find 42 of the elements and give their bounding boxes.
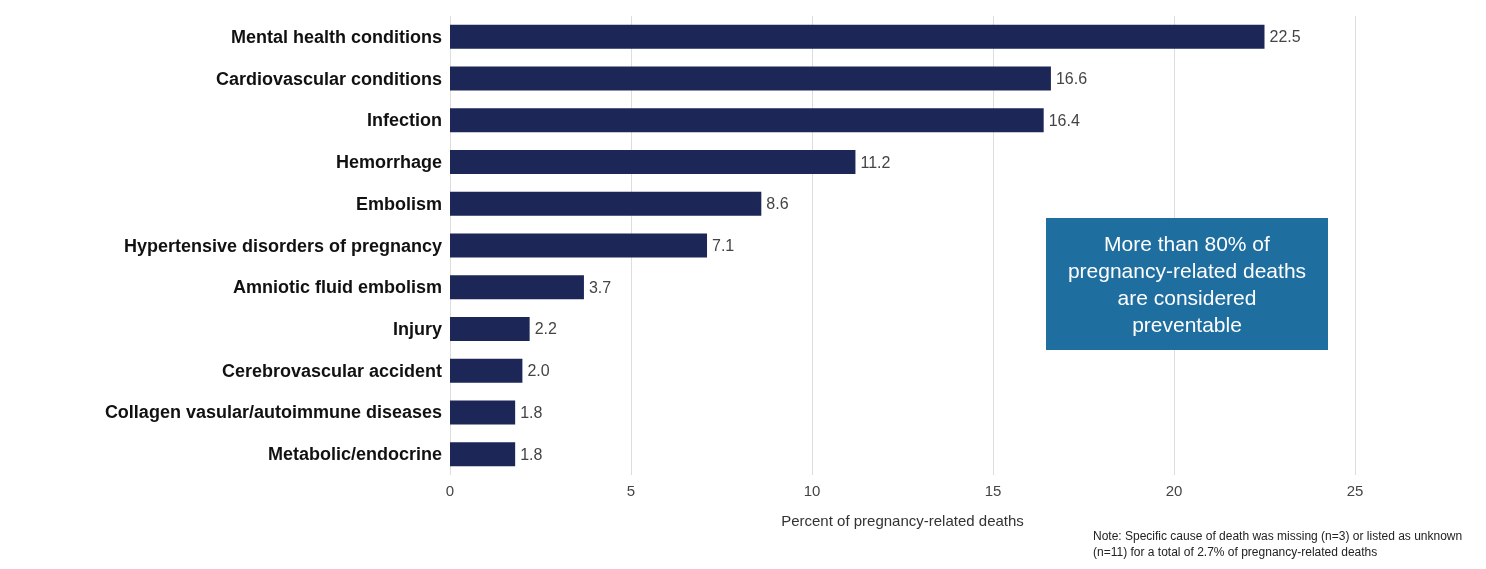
x-tick-label: 0 — [445, 482, 455, 499]
x-tick-label: 25 — [1346, 482, 1364, 499]
bar — [450, 150, 856, 175]
bar — [450, 66, 1051, 91]
data-label: 1.8 — [520, 445, 543, 463]
bar — [450, 316, 530, 341]
data-label: 11.2 — [860, 153, 891, 171]
bar — [450, 358, 523, 383]
text: Note: Specific cause of death was missing (n=3) or listed as unknown (n=11) for a total of 2.7% of pregnancy-related deaths — [1093, 528, 1464, 560]
y-tick-label: Amniotic fluid embolism — [232, 277, 442, 298]
y-tick-label: Cardiovascular conditions — [215, 68, 442, 89]
y-tick-label: Cerebrovascular accident — [221, 360, 442, 381]
bar — [450, 442, 516, 467]
bar — [450, 24, 1265, 49]
bar — [450, 191, 762, 216]
x-tick-label: 20 — [1165, 482, 1183, 499]
bar — [450, 400, 516, 425]
x-axis-title: Percent of pregnancy-related deaths — [781, 512, 1024, 529]
data-label: 16.6 — [1055, 70, 1088, 88]
y-tick-label: Metabolic/endocrine — [267, 444, 442, 465]
data-label: 1.8 — [520, 403, 543, 421]
y-tick-label: Mental health conditions — [230, 26, 442, 47]
y-tick-label: Hemorrhage — [335, 152, 442, 173]
data-label: 3.7 — [588, 278, 612, 296]
y-tick-label: Infection — [367, 110, 442, 131]
y-tick-label: Injury — [392, 318, 442, 339]
bar — [450, 233, 708, 258]
y-tick-label: Hypertensive disorders of pregnancy — [123, 235, 442, 256]
data-label: 7.1 — [712, 237, 735, 254]
y-tick-label: Collagen vasular/autoimmune diseases — [104, 402, 442, 423]
bar — [450, 275, 584, 300]
data-label: 2.2 — [534, 320, 557, 338]
data-label: 8.6 — [766, 195, 789, 213]
y-tick-label: Embolism — [355, 193, 442, 214]
data-label: 22.5 — [1269, 28, 1301, 46]
x-tick-label: 10 — [803, 482, 821, 499]
x-tick-label: 15 — [984, 482, 1002, 499]
bar — [450, 108, 1044, 133]
x-tick-label: 5 — [626, 482, 636, 499]
callout-box: More than 80% of pregnancy-related deaths are considered preventable — [1046, 218, 1328, 350]
data-label: 16.4 — [1048, 111, 1080, 129]
data-label: 2.0 — [527, 362, 550, 380]
